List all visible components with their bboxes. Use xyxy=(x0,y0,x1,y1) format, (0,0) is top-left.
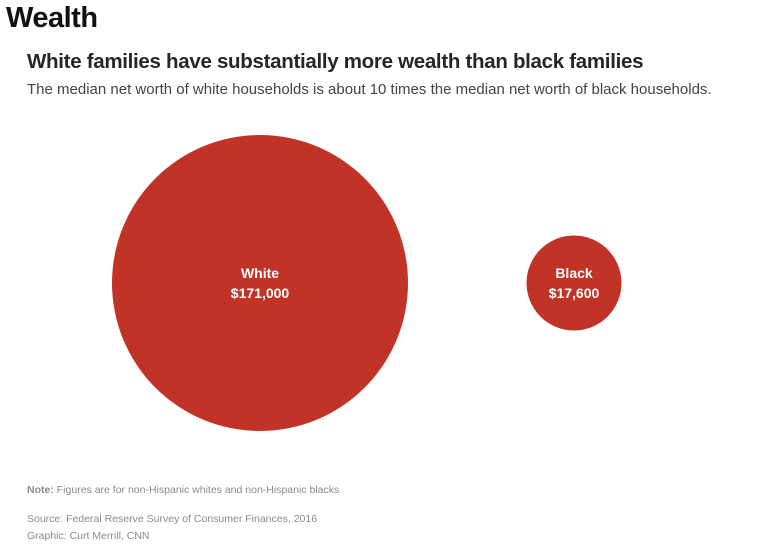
bubble-group-white: White $171,000 xyxy=(112,135,408,431)
bubble-label-white: White xyxy=(241,265,279,281)
bubble-group-black: Black $17,600 xyxy=(526,235,622,331)
chart-note: Note: Figures are for non-Hispanic white… xyxy=(27,484,339,496)
credit-line: Graphic: Curt Merrill, CNN xyxy=(27,530,150,542)
bubble-white xyxy=(112,135,408,431)
bubble-black xyxy=(526,235,622,331)
note-text: Figures are for non-Hispanic whites and … xyxy=(56,484,340,496)
bubble-value-white: $171,000 xyxy=(231,285,290,301)
chart-subtitle: The median net worth of white households… xyxy=(27,81,712,98)
chart-title: White families have substantially more w… xyxy=(27,50,644,73)
bubble-label-black: Black xyxy=(555,265,593,281)
source-line: Source: Federal Reserve Survey of Consum… xyxy=(27,513,318,525)
section-title: Wealth xyxy=(6,2,98,34)
note-label: Note: xyxy=(27,484,54,496)
bubble-value-black: $17,600 xyxy=(549,285,600,301)
